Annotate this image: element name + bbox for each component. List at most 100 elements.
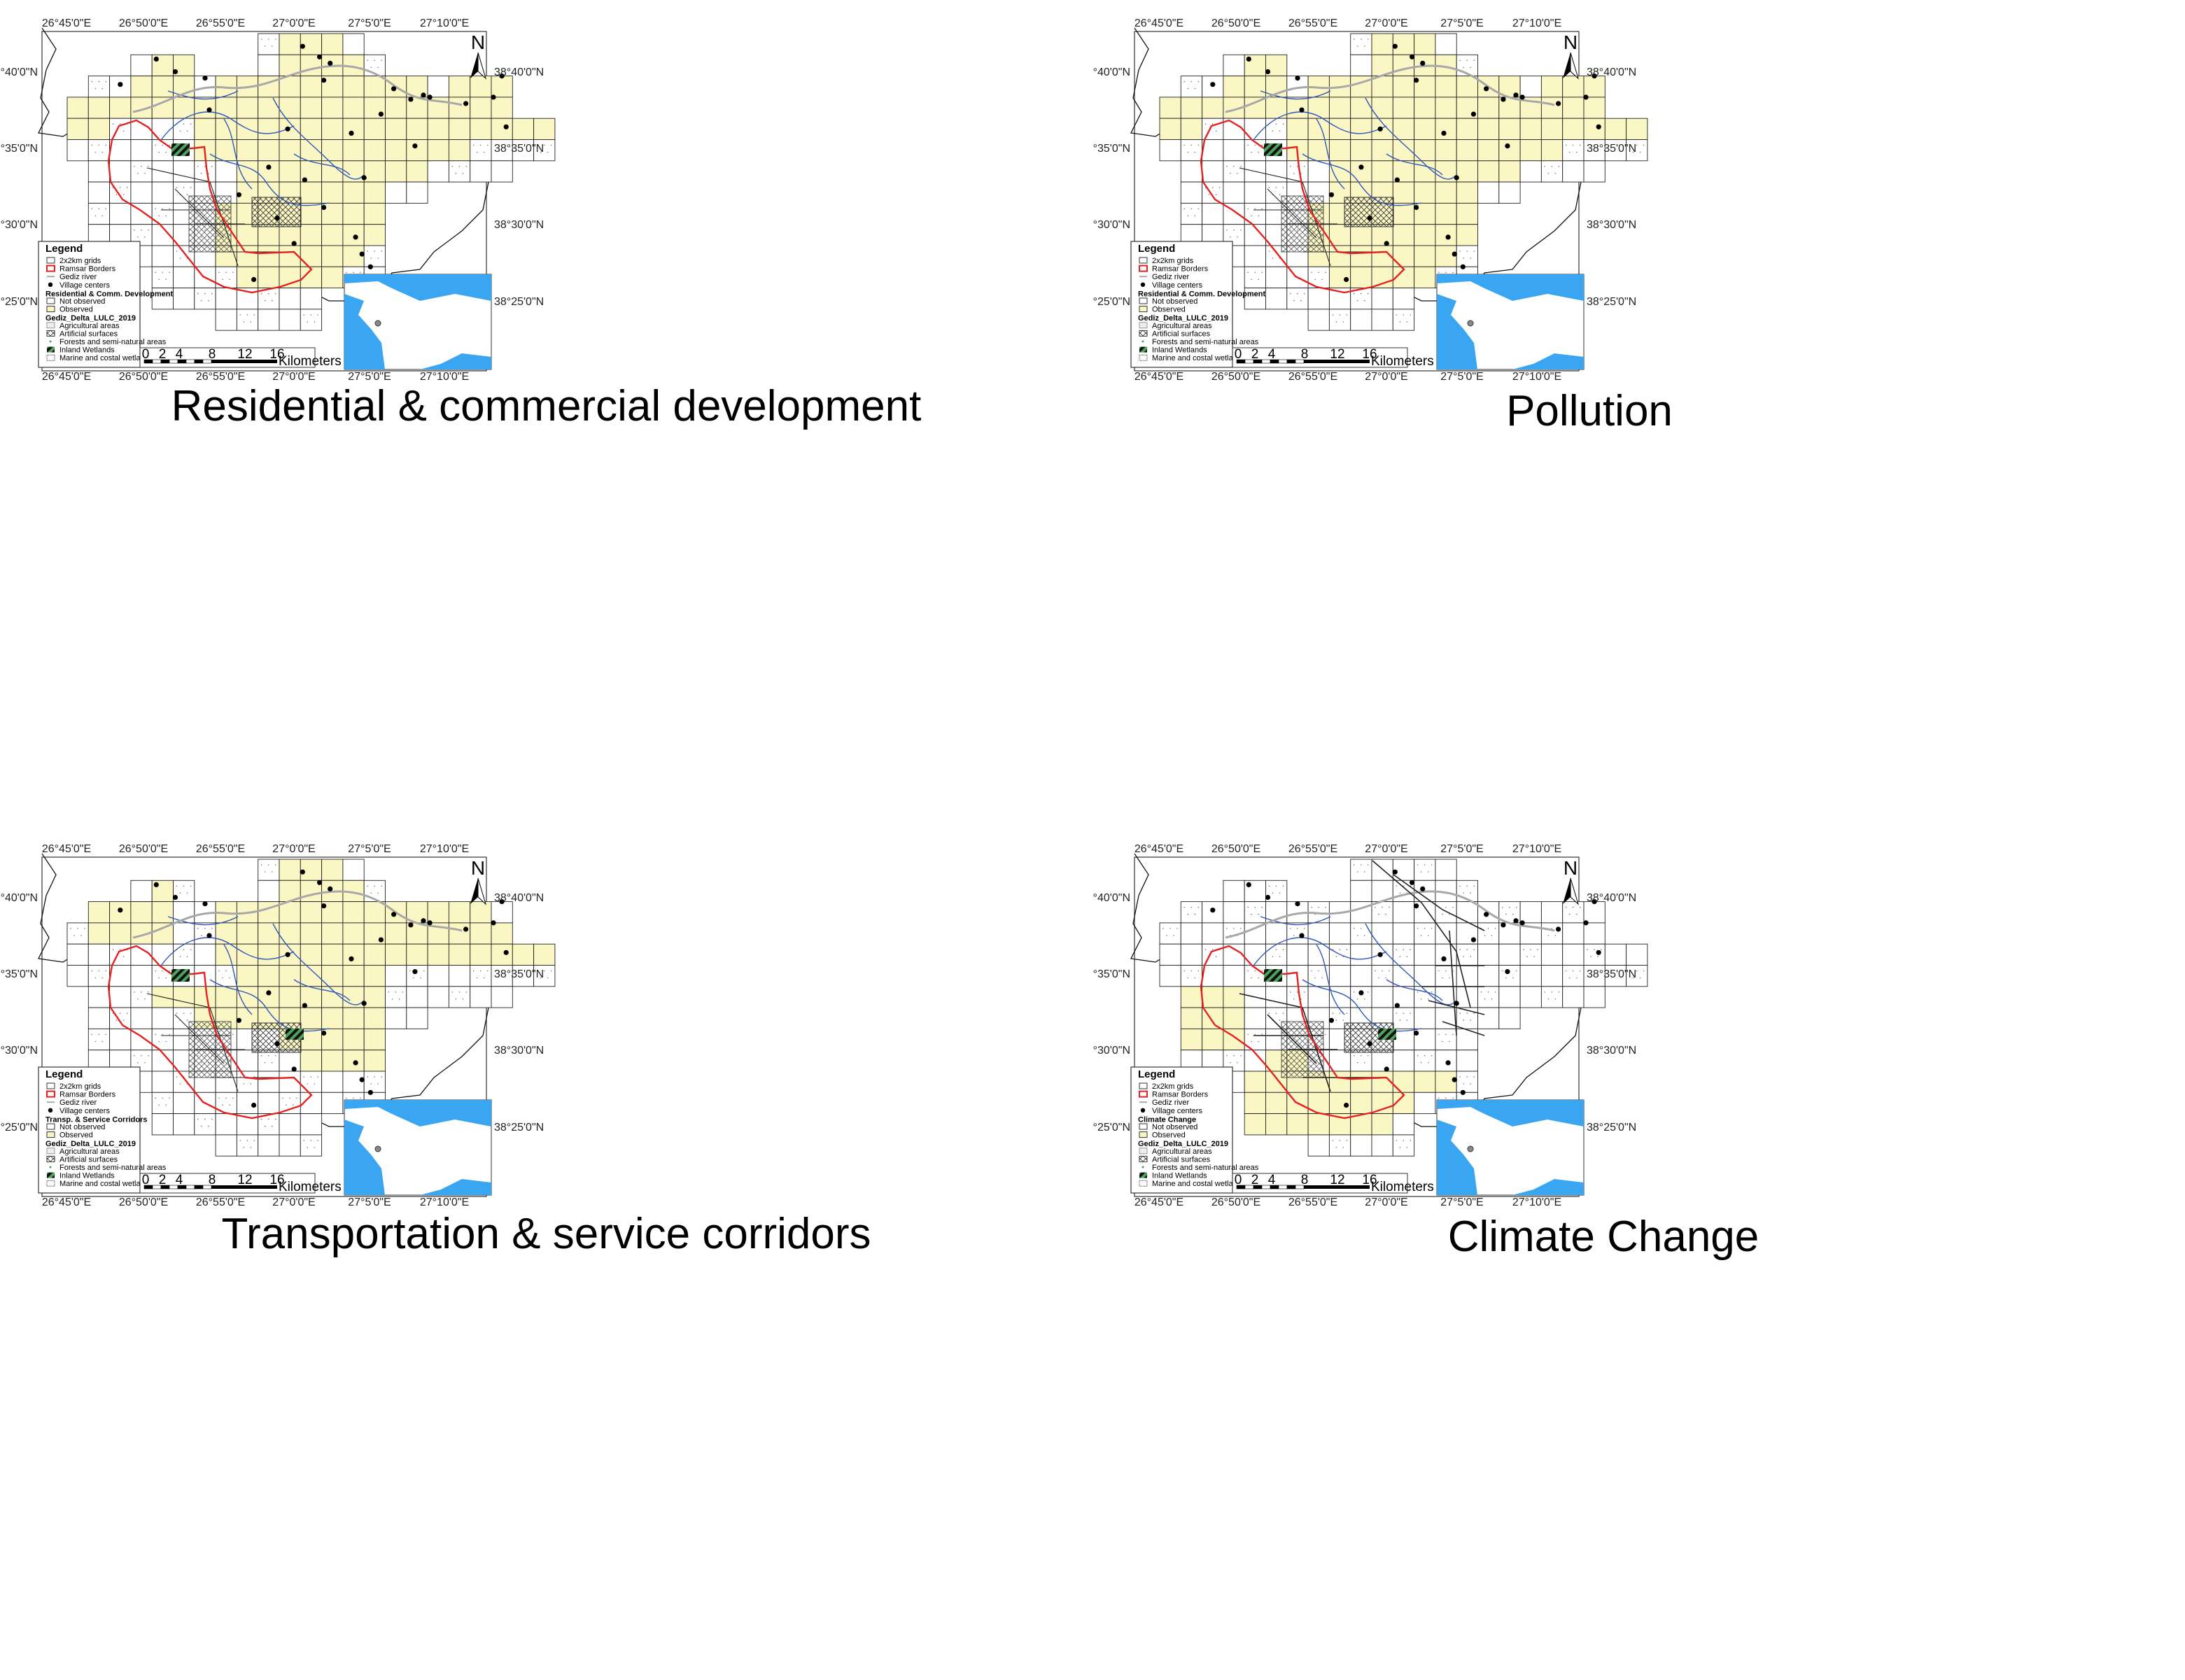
lulc-dot — [1208, 194, 1210, 195]
lulc-dot — [204, 166, 206, 167]
village-center — [378, 937, 384, 943]
lulc-dot — [1346, 1140, 1348, 1141]
lulc-dot — [1272, 257, 1274, 259]
village-center — [503, 124, 509, 129]
grid-cell — [130, 880, 153, 903]
village-center — [1592, 73, 1597, 79]
grid-cell — [1223, 880, 1245, 903]
grid-cell — [258, 309, 280, 331]
village-center — [1592, 899, 1597, 905]
lulc-dot — [1335, 956, 1337, 957]
longitude-label: 27°0'0"E — [272, 17, 315, 29]
lulc-dot — [1314, 278, 1316, 281]
legend-item-label: Inland Wetlands — [59, 1172, 115, 1180]
village-center — [1377, 952, 1383, 957]
lulc-dot — [1176, 928, 1178, 929]
observed-cell — [279, 160, 301, 183]
observed-cell — [1307, 97, 1330, 119]
scale-tick-label: 2 — [159, 1173, 167, 1187]
lulc-dot — [1431, 928, 1433, 929]
legend-item-label: Artificial surfaces — [1152, 1155, 1211, 1164]
grid-cell — [1265, 943, 1288, 966]
lulc-dot — [1279, 892, 1281, 894]
scale-segment — [1270, 359, 1279, 364]
grid-cell — [321, 1092, 344, 1115]
village-center — [427, 920, 433, 926]
observed-cell — [1371, 76, 1393, 98]
latitude-label: 38°40'0"N — [1092, 892, 1130, 904]
grid-cell — [130, 54, 153, 77]
observed-cell — [1350, 1071, 1372, 1093]
observed-cell — [1392, 224, 1415, 246]
grid-cell — [1583, 901, 1606, 924]
stream-line — [1260, 90, 1331, 100]
grid-cell — [279, 1134, 301, 1157]
lulc-dot — [1544, 991, 1546, 993]
lulc-dot — [1342, 1147, 1344, 1148]
longitude-label: 27°0'0"E — [272, 1197, 315, 1208]
legend-item-label: Observed — [1152, 306, 1186, 314]
lulc-dot — [122, 1019, 125, 1021]
grid-cell — [1371, 1134, 1393, 1157]
longitude-label: 27°10'0"E — [1512, 371, 1561, 383]
grid-cell — [1435, 859, 1457, 881]
lulc-dot — [1502, 906, 1503, 908]
lulc-dot — [1360, 38, 1362, 40]
lulc-dot — [1230, 1061, 1231, 1064]
lulc-dot — [1183, 970, 1186, 972]
observed-cell — [279, 901, 301, 924]
observed-cell — [236, 139, 259, 162]
lulc-dot — [1565, 144, 1567, 146]
grid-cell — [173, 266, 195, 289]
lulc-dot — [1258, 977, 1259, 979]
village-center — [391, 86, 397, 92]
observed-cell — [215, 943, 237, 966]
lulc-dot — [158, 977, 160, 979]
lulc-dot — [1247, 271, 1249, 274]
lulc-dot — [1403, 314, 1405, 316]
lulc-dot — [1353, 928, 1355, 929]
lulc-dot — [158, 215, 160, 217]
lulc-dot — [377, 1083, 379, 1085]
legend-item-label: Forests and semi-natural areas — [59, 1164, 167, 1172]
observed-cell — [1562, 118, 1585, 140]
stream-line — [293, 979, 351, 1001]
observed-cell — [470, 901, 492, 924]
observed-cell — [279, 859, 301, 881]
grid-cell — [427, 76, 449, 98]
scale-tick-label: 2 — [1251, 1173, 1259, 1187]
observed-cell — [1180, 118, 1203, 140]
lulc-dot — [1396, 1140, 1398, 1141]
observed-cell — [1159, 97, 1181, 119]
lulc-dot — [317, 1140, 319, 1141]
lulc-dot — [179, 892, 181, 894]
scale-tick-label: 0 — [142, 347, 150, 362]
village-center — [463, 926, 469, 932]
legend-swatch — [1139, 1082, 1148, 1089]
lulc-dot — [155, 208, 156, 210]
lulc-dot — [271, 871, 273, 873]
observed-cell — [1583, 97, 1606, 119]
village-center — [266, 164, 272, 170]
grid-cell — [1583, 922, 1606, 945]
lulc-dot — [1389, 970, 1390, 972]
lulc-dot — [395, 991, 397, 993]
grid-cell — [406, 986, 428, 1008]
grid-cell — [130, 986, 153, 1008]
north-arrow-icon — [470, 878, 478, 904]
latitude-label: 38°25'0"N — [494, 1122, 544, 1134]
scale-tick-label: 16 — [269, 1173, 284, 1187]
grid-cell — [1307, 943, 1330, 966]
scale-tick-label: 16 — [269, 347, 284, 362]
lulc-dot — [225, 271, 227, 274]
lulc-dot — [483, 151, 485, 153]
study-area-marker — [374, 1145, 381, 1152]
legend-item-label: Marine and costal wetlans — [1152, 354, 1242, 362]
grid-cell — [1371, 965, 1393, 987]
grid-cell — [236, 1050, 259, 1072]
lulc-dot — [162, 1033, 163, 1036]
legend-swatch — [46, 1090, 55, 1098]
grid-cell — [363, 1071, 386, 1093]
legend-item-label: Gediz river — [1152, 1099, 1190, 1107]
